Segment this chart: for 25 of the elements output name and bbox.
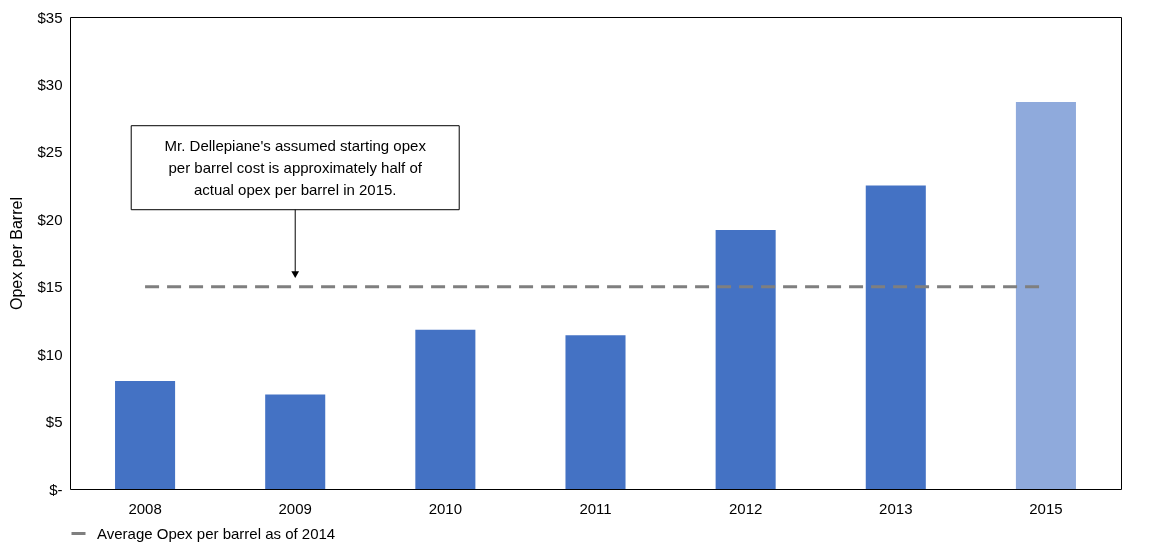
y-axis-title: Opex per Barrel bbox=[8, 197, 26, 310]
bar bbox=[865, 185, 926, 489]
bar bbox=[115, 381, 176, 489]
bar bbox=[565, 335, 626, 489]
x-tick-label: 2015 bbox=[1029, 499, 1063, 517]
y-tick-label: $35 bbox=[37, 8, 63, 26]
y-tick-label: $20 bbox=[37, 210, 63, 228]
y-tick-label: $- bbox=[49, 480, 63, 498]
x-tick-label: 2009 bbox=[278, 499, 312, 517]
y-tick-label: $25 bbox=[37, 143, 63, 161]
x-tick-label: 2010 bbox=[428, 499, 463, 517]
bar bbox=[1015, 101, 1076, 489]
y-tick-label: $15 bbox=[37, 278, 63, 296]
x-tick-label: 2008 bbox=[128, 499, 162, 517]
annotation: Mr. Dellepiane's assumed starting opex per barrel cost is approximately half of actual opex per barrel in 2015. bbox=[164, 136, 427, 198]
x-tick-label: 2012 bbox=[728, 499, 763, 517]
y-tick-label: $5 bbox=[45, 413, 63, 431]
bar bbox=[265, 394, 326, 489]
legend-label: Average Opex per barrel as of 2014 bbox=[97, 524, 336, 542]
x-tick-label: 2013 bbox=[879, 499, 913, 517]
bar bbox=[715, 230, 776, 489]
x-tick-label: 2011 bbox=[579, 499, 612, 517]
y-tick-label: $10 bbox=[37, 345, 63, 363]
bar bbox=[415, 329, 476, 489]
y-tick-label: $30 bbox=[37, 75, 63, 93]
